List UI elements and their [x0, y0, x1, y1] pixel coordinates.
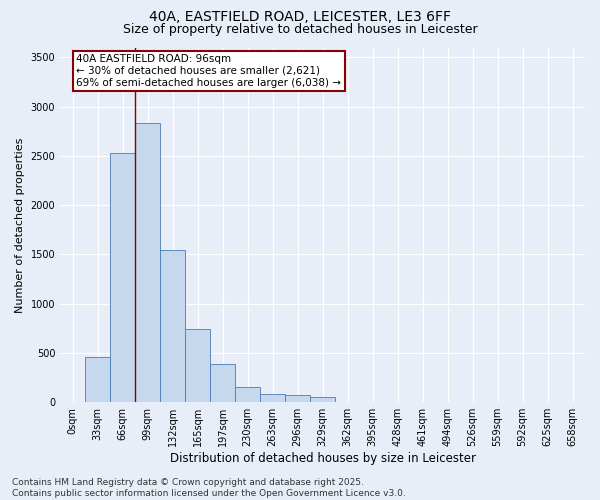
- Bar: [235, 388, 260, 402]
- Bar: [160, 250, 185, 402]
- Text: Contains HM Land Registry data © Crown copyright and database right 2025.
Contai: Contains HM Land Registry data © Crown c…: [12, 478, 406, 498]
- Bar: [135, 124, 160, 402]
- Bar: [210, 364, 235, 402]
- Bar: [285, 396, 310, 402]
- Bar: [185, 330, 210, 402]
- Text: 40A EASTFIELD ROAD: 96sqm
← 30% of detached houses are smaller (2,621)
69% of se: 40A EASTFIELD ROAD: 96sqm ← 30% of detac…: [76, 54, 341, 88]
- Text: 40A, EASTFIELD ROAD, LEICESTER, LE3 6FF: 40A, EASTFIELD ROAD, LEICESTER, LE3 6FF: [149, 10, 451, 24]
- X-axis label: Distribution of detached houses by size in Leicester: Distribution of detached houses by size …: [170, 452, 476, 465]
- Bar: [110, 153, 135, 402]
- Bar: [310, 398, 335, 402]
- Y-axis label: Number of detached properties: Number of detached properties: [15, 137, 25, 312]
- Text: Size of property relative to detached houses in Leicester: Size of property relative to detached ho…: [122, 22, 478, 36]
- Bar: [260, 394, 285, 402]
- Bar: [85, 357, 110, 402]
